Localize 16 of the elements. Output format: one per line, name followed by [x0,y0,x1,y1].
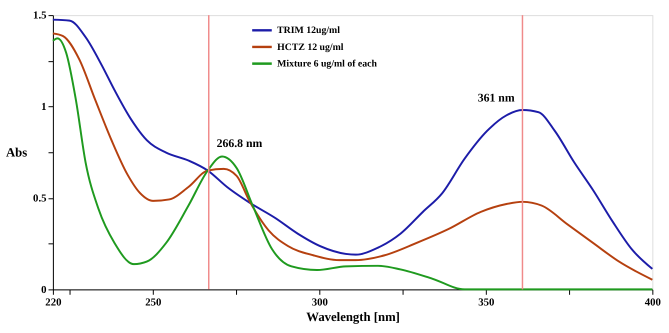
x-tick-label: 300 [312,296,328,309]
annotation: 266.8 nm [216,137,262,150]
y-tick-label: 1.5 [33,10,47,22]
legend-label: TRIM 12ug/ml [277,25,340,36]
x-tick-label: 250 [145,296,162,309]
y-tick-label: 0.5 [33,192,47,204]
x-tick-label: 350 [478,296,494,309]
x-tick-label: 220 [45,296,62,309]
y-axis-title: Abs [6,146,28,160]
legend-label: Mixture 6 ug/ml of each [277,58,378,70]
x-axis-title: Wavelength [nm] [306,310,400,324]
x-tick-label: 400 [644,296,661,309]
y-tick-label: 0 [41,284,47,296]
legend-label: HCTZ 12 ug/ml [277,42,344,53]
annotation: 361 nm [478,91,515,104]
y-tick-label: 1 [41,100,47,113]
